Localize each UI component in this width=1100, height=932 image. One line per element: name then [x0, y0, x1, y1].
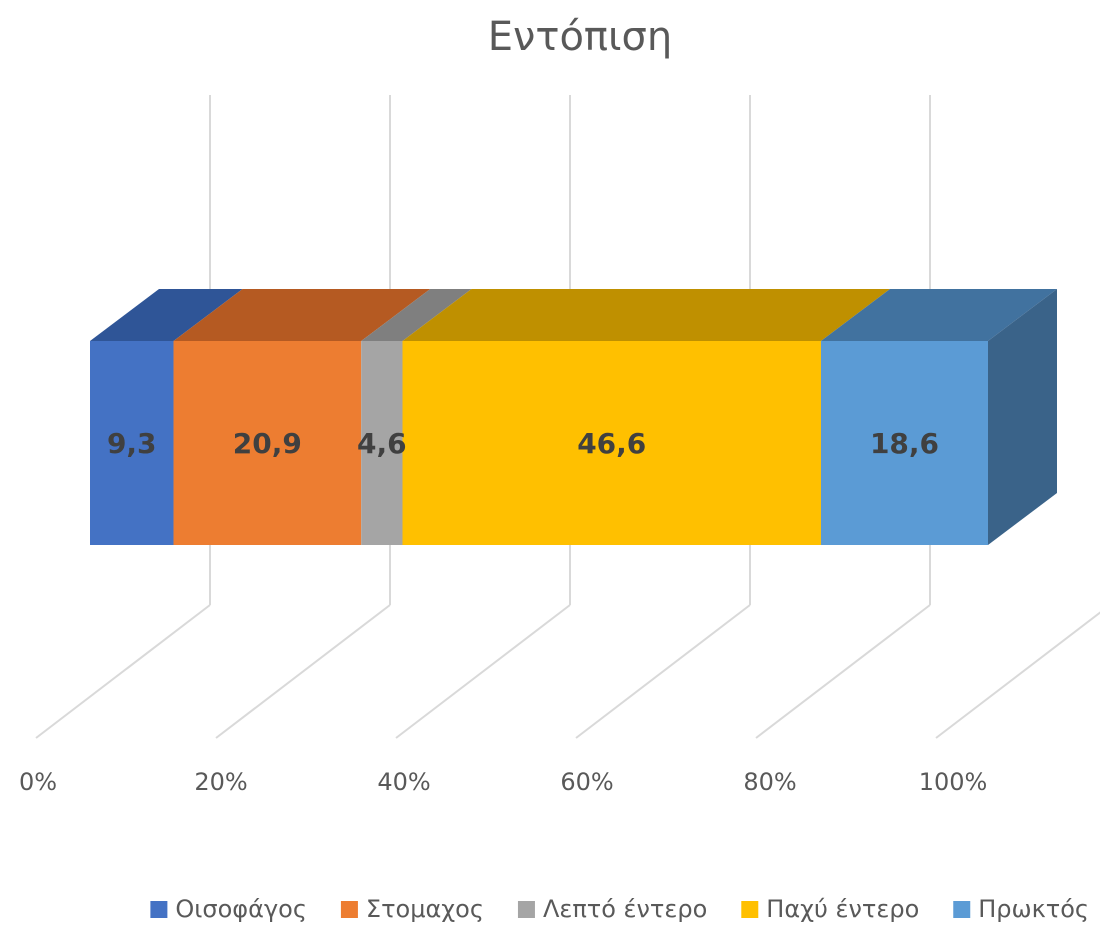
chart-title: Εντόπιση	[488, 14, 673, 60]
legend-swatch	[517, 901, 535, 918]
gridline-floor	[35, 604, 211, 739]
legend-item: Λεπτό έντερο	[517, 895, 707, 923]
legend: Οισοφάγος Στομαχος Λεπτό έντερο Παχύ έντερο…	[150, 895, 1089, 923]
bar-front-face	[90, 341, 174, 545]
legend-item: Παχύ έντερο	[741, 895, 919, 923]
bar-side-face	[988, 289, 1057, 545]
legend-swatch	[150, 901, 168, 918]
bar-segment	[820, 289, 1057, 545]
bar-front-face	[173, 341, 362, 545]
data-label: 20,9	[233, 427, 302, 460]
bar-segment	[361, 289, 472, 545]
x-axis-tick-labels: 0% 20% 40% 60% 80% 100%	[19, 768, 987, 796]
legend-item: Στομαχος	[340, 895, 484, 923]
x-tick-label: 60%	[560, 768, 613, 796]
data-label: 46,6	[577, 427, 646, 460]
gridline-floor	[395, 604, 571, 739]
bar-front-face	[402, 341, 821, 545]
legend-item: Οισοφάγος	[150, 895, 307, 923]
bar-top-face	[361, 289, 472, 341]
data-label: 9,3	[107, 427, 157, 460]
gridline-floor	[935, 611, 1100, 739]
bar-top-face	[820, 289, 1057, 341]
data-label: 4,6	[357, 427, 407, 460]
legend-item: Πρωκτός	[953, 895, 1089, 923]
bar-top-face	[90, 289, 243, 341]
bar-top-face	[402, 289, 890, 341]
gridline-floor	[215, 604, 391, 739]
bar-segment	[173, 289, 431, 545]
legend-swatch	[340, 901, 358, 918]
bar-group	[90, 289, 1057, 545]
bar-front-face	[361, 341, 403, 545]
legend-label: Οισοφάγος	[175, 895, 307, 923]
x-tick-label: 0%	[19, 768, 57, 796]
x-tick-label: 100%	[919, 768, 988, 796]
legend-swatch	[741, 901, 759, 918]
legend-label: Πρωκτός	[978, 895, 1089, 923]
legend-label: Παχύ έντερο	[766, 895, 919, 923]
bar-segment	[402, 289, 890, 545]
bar-top-face	[173, 289, 431, 341]
x-tick-label: 40%	[377, 768, 430, 796]
x-tick-label: 20%	[194, 768, 247, 796]
x-tick-label: 80%	[743, 768, 796, 796]
bar-front-face	[820, 341, 988, 545]
data-label: 18,6	[870, 427, 939, 460]
legend-swatch	[953, 901, 971, 918]
data-labels: 9,3 20,9 4,6 46,6 18,6	[107, 427, 939, 460]
gridline-floor	[755, 604, 931, 739]
bar-segment	[90, 289, 243, 545]
gridline-floor	[575, 604, 751, 739]
legend-label: Στομαχος	[366, 895, 484, 923]
legend-label: Λεπτό έντερο	[543, 895, 707, 923]
